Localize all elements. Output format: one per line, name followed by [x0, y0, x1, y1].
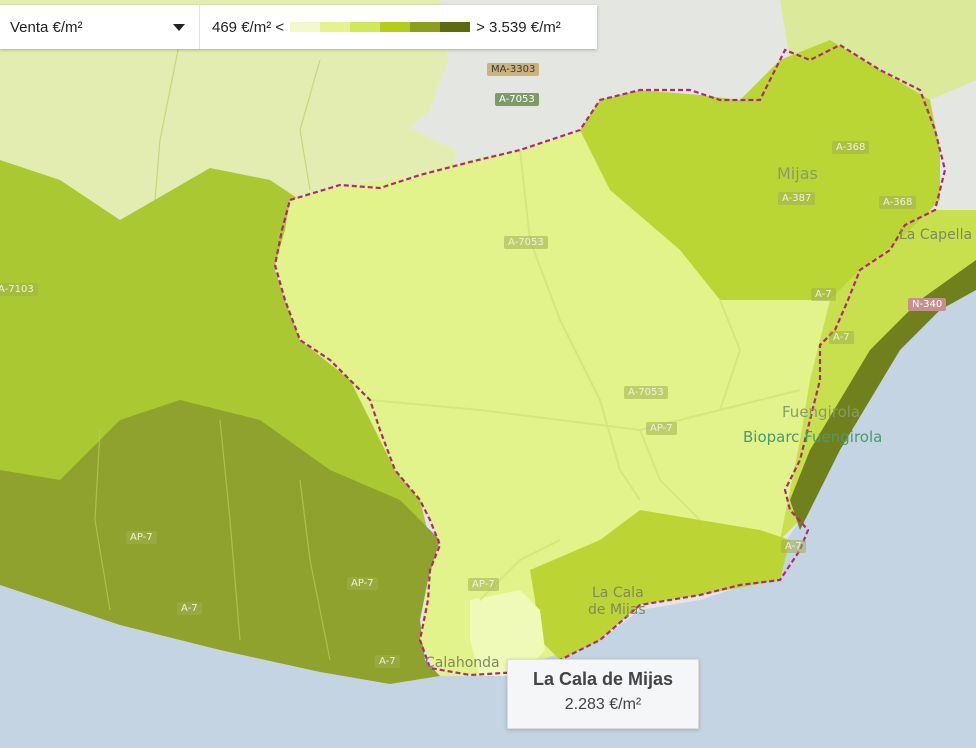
legend-swatch-4: [380, 22, 411, 32]
road-shield-a7053-east: A-7053: [624, 386, 668, 399]
filter-bar: Venta €/m² 469 €/m² < > 3.539 €/m²: [0, 5, 597, 49]
zone-coastal-dark[interactable]: [790, 260, 976, 530]
area-tooltip: La Cala de Mijas 2.283 €/m²: [507, 659, 699, 729]
price-type-select[interactable]: Venta €/m²: [0, 5, 200, 49]
road-shield-a7053-north: A-7053: [495, 93, 539, 106]
road-shield-a7-coast: A-7: [375, 655, 400, 668]
place-label-la-cala: La Cala: [592, 585, 644, 601]
place-label-la-capella: La Capella: [899, 227, 973, 243]
road-shield-a7-east2: A-7: [829, 331, 854, 344]
place-label-de-mijas: de Mijas: [588, 602, 646, 618]
road-shield-a7103: A-7103: [0, 283, 38, 296]
municipality-boundary: [273, 43, 947, 677]
road-shield-a368-north: A-368: [832, 141, 870, 154]
zone-mijas-north[interactable]: [580, 40, 940, 300]
road-shield-ap7-mid: AP-7: [347, 577, 378, 590]
road-shield-n340: N-340: [908, 298, 947, 311]
legend-max-label: > 3.539 €/m²: [476, 18, 561, 36]
zone-southwest-dark[interactable]: [0, 400, 440, 684]
legend-swatch-3: [350, 22, 381, 32]
road-shield-ap7-south: AP-7: [468, 578, 499, 591]
zone-northeast-light[interactable]: [780, 0, 976, 100]
road-shield-a7-east3: A-7: [781, 540, 806, 553]
place-label-mijas: Mijas: [777, 164, 818, 183]
zone-la-cala[interactable]: [530, 510, 790, 660]
road-shield-a7053-center: A-7053: [504, 236, 548, 249]
place-label-bioparc: Bioparc Fuengirola: [743, 428, 883, 446]
road-shield-ap7-east: AP-7: [646, 422, 677, 435]
road-shield-a7-east1: A-7: [811, 288, 836, 301]
legend-min-label: 469 €/m² <: [212, 18, 285, 36]
road-shield-ap7-west: AP-7: [126, 531, 157, 544]
place-label-calahonda: Calahonda: [425, 655, 500, 671]
zone-northwest-light[interactable]: [0, 0, 455, 220]
price-type-value: Venta €/m²: [10, 18, 83, 36]
legend-color-scale: [290, 22, 471, 32]
road-shield-a387: A-387: [778, 192, 816, 205]
place-label-fuengirola: Fuengirola: [782, 403, 861, 421]
zone-calahonda[interactable]: [470, 590, 545, 676]
caret-down-icon: [173, 23, 185, 31]
legend-swatch-2: [320, 22, 351, 32]
legend-swatch-6: [440, 22, 471, 32]
tooltip-title: La Cala de Mijas: [532, 669, 674, 689]
road-shield-a368-east: A-368: [879, 196, 917, 209]
legend-swatch-1: [290, 22, 321, 32]
trail-lines: [94, 39, 331, 661]
legend-swatch-5: [410, 22, 441, 32]
tooltip-value: 2.283 €/m²: [564, 696, 642, 713]
road-shield-ma3303: MA-3303: [487, 63, 540, 76]
road-shield-a7-west: A-7: [177, 602, 202, 615]
price-legend: 469 €/m² < > 3.539 €/m²: [200, 19, 561, 36]
zone-fuengirola[interactable]: [780, 210, 976, 540]
